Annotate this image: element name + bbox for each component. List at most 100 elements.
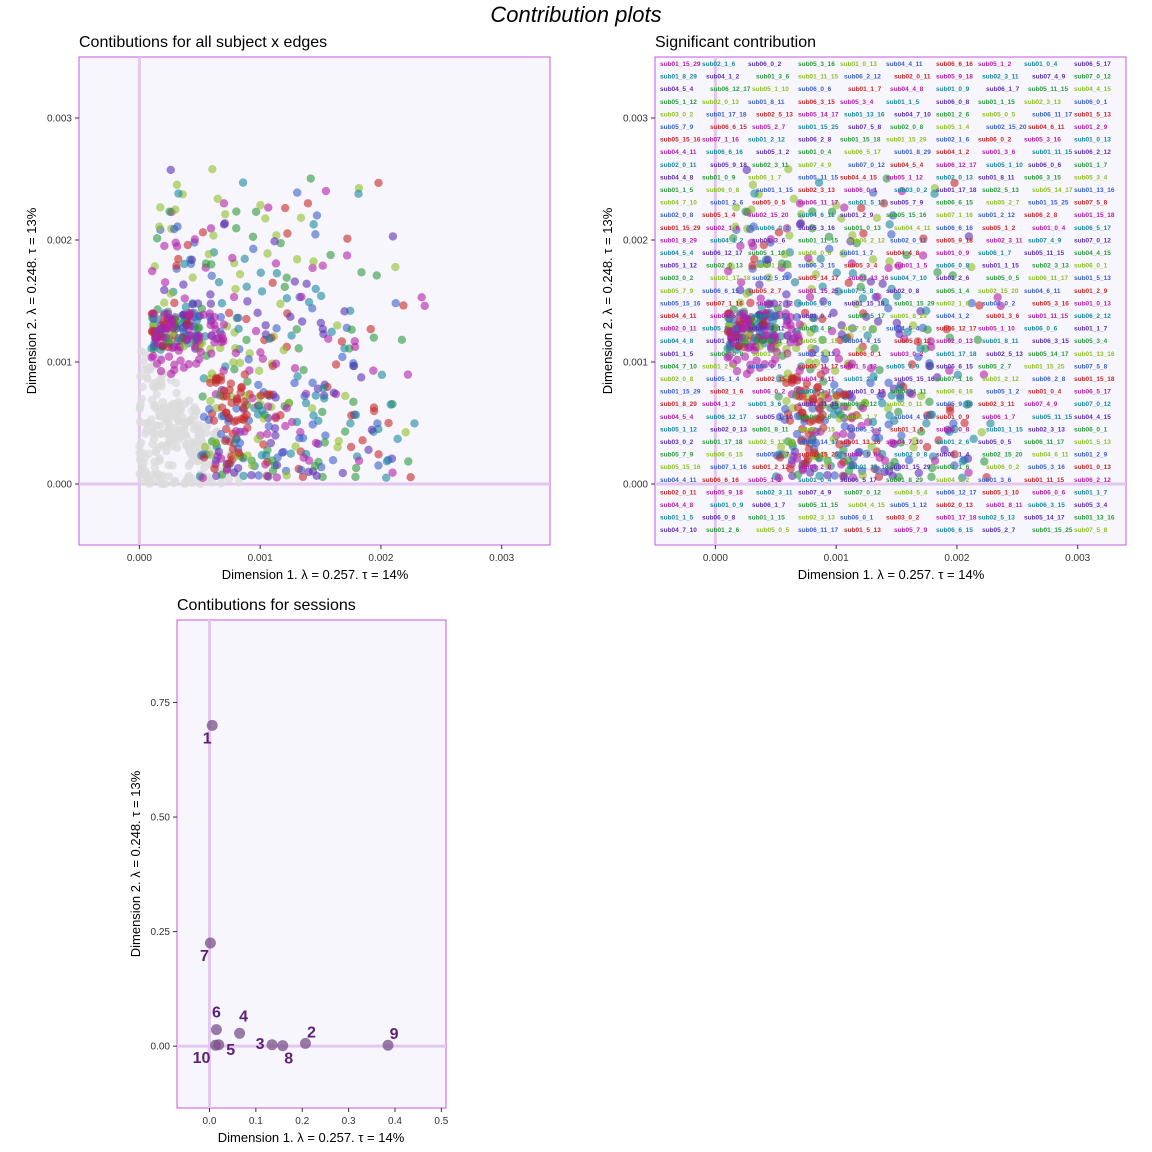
panel2-point [840, 203, 849, 212]
panel2-point [885, 220, 894, 229]
panel2-point [736, 298, 745, 307]
panel1-point [292, 325, 301, 334]
panel1-point [160, 241, 169, 251]
panel1-point [206, 290, 215, 299]
panel3-ylabel: Dimension 2. λ = 0.248. τ = 13% [128, 770, 143, 957]
panel2-point-label: sub06_2_12 [1074, 313, 1111, 320]
panel1-point [228, 253, 237, 263]
panel2-point [993, 293, 1002, 302]
panel2-point-label: sub05_3_16 [1028, 464, 1065, 471]
panel1-point [410, 419, 419, 428]
panel1-point [358, 436, 367, 445]
panel1-point [137, 460, 147, 469]
panel2-point-label: sub04_6_11 [798, 376, 835, 383]
panel1-point [174, 254, 183, 264]
panel2-point-label: sub06_6_16 [702, 477, 739, 484]
panel2-point [827, 207, 837, 216]
panel2-point [769, 324, 778, 333]
panel1-point [300, 391, 309, 401]
panel1-point [184, 325, 193, 334]
panel2-point [810, 324, 819, 334]
panel2-point-label: sub01_8_29 [886, 477, 923, 484]
panel1-point [219, 320, 228, 329]
panel2-point [913, 337, 923, 346]
panel2-point-label: sub01_0_4 [1024, 61, 1058, 68]
panel2-point-label: sub01_1_15 [982, 263, 1019, 270]
panel3-xlabel: Dimension 1. λ = 0.257. τ = 14% [218, 1130, 405, 1145]
panel1-point [162, 325, 171, 334]
panel1-point [210, 312, 219, 322]
panel1-point [290, 277, 300, 286]
panel1-point [152, 390, 161, 399]
panel2-point-label: sub01_15_29 [894, 300, 935, 307]
panel2-point [783, 349, 792, 358]
panel1-point [319, 394, 329, 403]
panel1-point [190, 235, 200, 244]
panel1-point [369, 333, 378, 342]
panel1-point [263, 390, 272, 399]
panel2-point-label: sub01_15_29 [890, 464, 931, 471]
panel2-point-label: sub01_17_18 [710, 275, 751, 282]
panel1-point [259, 440, 268, 449]
panel2-point-label: sub05_9_18 [706, 489, 743, 496]
panel1-point [164, 352, 174, 361]
panel1-point [231, 284, 240, 294]
panel1-point [347, 325, 356, 334]
panel2-point-label: sub05_1_4 [702, 212, 736, 219]
panel1-point [187, 456, 197, 465]
panel1-point [342, 251, 352, 260]
panel2-point [879, 199, 889, 208]
panel2-point [736, 278, 746, 287]
panel1-point [208, 164, 217, 174]
panel2-point [800, 308, 810, 318]
panel2-point [818, 282, 827, 291]
panel1-point [286, 449, 296, 458]
panel2-point [775, 310, 784, 320]
panel2-point [783, 331, 792, 341]
panel2-point-label: sub07_0_12 [840, 326, 877, 333]
panel1-point [308, 304, 317, 313]
panel2-point-label: sub05_2_7 [748, 288, 782, 295]
panel2-point [847, 359, 857, 368]
panel2-point-label: sub06_2_8 [1024, 212, 1058, 219]
panel2-point [816, 370, 826, 379]
panel2-point [868, 255, 878, 264]
panel2-point [858, 471, 867, 480]
panel1-point [243, 297, 252, 306]
panel1-point [179, 280, 188, 289]
panel1-point [311, 284, 320, 294]
panel2-xtick-label: 0.000 [703, 553, 728, 564]
panel1-point [381, 473, 391, 482]
panel2-point [895, 384, 904, 393]
panel1-xtick-label: 0.001 [248, 553, 273, 564]
panel1-point [235, 358, 245, 368]
panel2-point-label: sub01_1_15 [978, 99, 1015, 106]
panel1-point [261, 214, 270, 223]
panel1-point [254, 471, 263, 480]
panel1-point [156, 366, 166, 376]
panel1-point [154, 456, 163, 465]
panel1-point [187, 478, 197, 488]
panel2-point-label: sub01_15_25 [798, 288, 839, 295]
panel2-point [819, 451, 828, 460]
panel2-point-label: sub04_6_11 [1028, 124, 1065, 131]
panel1-marks [79, 57, 550, 545]
panel1-point [149, 401, 158, 411]
panel1-point [351, 410, 361, 420]
panel1-point [174, 346, 183, 355]
panel1-point [329, 388, 339, 398]
panel2-point-label: sub05_0_5 [982, 111, 1016, 118]
panel2-point [914, 468, 924, 478]
panel2-point [816, 254, 825, 264]
panel2-point [885, 257, 894, 266]
panel2-point-label: sub05_15_16 [886, 212, 927, 219]
panel2-point-label: sub01_2_9 [1074, 288, 1108, 295]
session-label-5: 5 [226, 1042, 235, 1059]
panel2-point [839, 429, 848, 439]
panel2-point-label: sub06_12_17 [936, 162, 977, 169]
panel1-point [271, 359, 281, 368]
panel2-point [739, 309, 748, 318]
panel2-point [877, 398, 887, 408]
panel2-point [824, 232, 834, 241]
panel3-ytick-label: 0.00 [151, 1042, 171, 1053]
